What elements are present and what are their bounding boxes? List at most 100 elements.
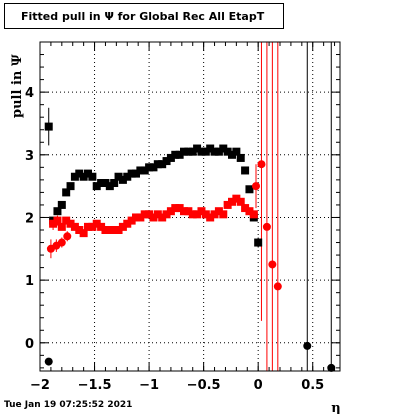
data-point-square xyxy=(110,179,119,187)
data-point-square xyxy=(114,226,123,234)
data-point-square xyxy=(66,182,75,191)
data-point-square xyxy=(84,222,92,231)
data-point-square xyxy=(132,169,140,178)
data-point-circle xyxy=(252,182,260,191)
data-point-square xyxy=(53,216,62,225)
data-point-square xyxy=(105,226,114,234)
data-point-square xyxy=(236,153,245,162)
x-tick-label: −1.5 xyxy=(78,378,112,393)
data-point-square xyxy=(88,172,97,181)
y-tick-label: 1 xyxy=(25,274,34,289)
data-point-square xyxy=(171,204,180,213)
data-point-square xyxy=(145,210,154,219)
data-point-square xyxy=(210,147,219,156)
data-point-circle xyxy=(257,160,266,169)
data-point-square xyxy=(136,213,145,222)
data-point-square xyxy=(214,207,223,216)
data-point-square xyxy=(219,144,228,153)
data-point-square xyxy=(249,210,258,219)
data-point-square xyxy=(180,207,188,216)
data-point-square xyxy=(228,197,236,206)
data-point-square xyxy=(70,172,79,181)
y-tick-label: 4 xyxy=(25,86,34,101)
data-point-square xyxy=(44,122,53,131)
data-point-square xyxy=(158,160,167,169)
data-point-square xyxy=(136,166,145,175)
data-point-circle xyxy=(327,363,336,372)
data-point-square xyxy=(175,204,184,213)
chart-title: Fitted pull in Ψ for Global Rec All Etap… xyxy=(4,3,284,29)
data-point-square xyxy=(245,185,254,194)
data-point-square xyxy=(162,157,171,166)
data-point-square xyxy=(75,169,84,178)
data-point-square xyxy=(201,147,210,156)
x-tick-label: 0 xyxy=(254,378,263,393)
data-point-square xyxy=(70,222,79,231)
data-point-square xyxy=(254,238,263,247)
data-point-square xyxy=(114,172,123,181)
data-point-square xyxy=(101,179,110,187)
data-point-square xyxy=(57,222,66,231)
data-point-square xyxy=(127,169,136,178)
tick-labels: −2 −1.5 −1 −0.5 0 0.5 0 1 2 3 4 xyxy=(25,86,324,393)
data-point-square xyxy=(162,210,171,219)
data-point-square xyxy=(241,166,250,175)
data-point-square xyxy=(62,216,71,225)
data-point-square xyxy=(140,166,149,175)
axis-ticks xyxy=(39,42,340,371)
data-point-square xyxy=(153,210,162,219)
data-point-square xyxy=(210,210,219,219)
data-point-square xyxy=(88,222,97,231)
plot-frame xyxy=(39,41,341,372)
data-point-square xyxy=(97,222,106,231)
data-point-square xyxy=(228,150,236,159)
data-point-square xyxy=(166,207,175,216)
data-point-square xyxy=(232,147,241,156)
data-point-circle xyxy=(268,260,277,269)
data-point-square xyxy=(175,150,184,159)
data-point-square xyxy=(158,213,167,222)
data-point-square xyxy=(101,226,110,234)
data-point-square xyxy=(223,200,232,209)
x-tick-label: −0.5 xyxy=(187,378,221,393)
data-point-circle xyxy=(57,238,66,247)
data-point-square xyxy=(153,160,162,169)
y-tick-label: 2 xyxy=(25,211,34,226)
data-point-square xyxy=(149,163,158,172)
data-point-square xyxy=(184,207,193,216)
data-point-square xyxy=(105,182,114,191)
data-point-square xyxy=(57,200,66,209)
y-tick-label: 0 xyxy=(25,337,34,352)
data-point-square xyxy=(84,169,92,178)
data-point-square xyxy=(92,182,101,191)
y-tick-label: 3 xyxy=(25,149,34,164)
data-point-square xyxy=(236,197,245,206)
data-point-square xyxy=(193,210,202,219)
data-point-square xyxy=(149,213,158,222)
data-point-square xyxy=(75,226,84,234)
data-point-square xyxy=(132,213,140,222)
data-point-square xyxy=(110,226,119,234)
data-point-circle xyxy=(273,282,282,291)
y-axis-label: pull in Ψ xyxy=(10,54,25,118)
grid-lines xyxy=(39,42,340,371)
data-point-square xyxy=(97,179,106,187)
data-point-square xyxy=(206,213,215,222)
data-point-square xyxy=(62,188,71,197)
data-point-square xyxy=(79,172,88,181)
data-point-square xyxy=(214,147,223,156)
data-point-square xyxy=(245,207,254,216)
data-point-circle xyxy=(63,232,72,241)
data-points xyxy=(44,122,336,372)
data-point-square xyxy=(193,144,202,153)
data-point-square xyxy=(206,144,215,153)
data-point-square xyxy=(118,175,127,184)
timestamp: Tue Jan 19 07:25:52 2021 xyxy=(4,400,133,410)
data-point-square xyxy=(92,219,101,228)
error-bars xyxy=(48,42,332,371)
x-tick-label: 0.5 xyxy=(301,378,324,393)
data-point-square xyxy=(66,219,75,228)
data-point-square xyxy=(53,207,62,216)
data-point-square xyxy=(118,222,127,231)
data-point-circle xyxy=(303,341,312,350)
